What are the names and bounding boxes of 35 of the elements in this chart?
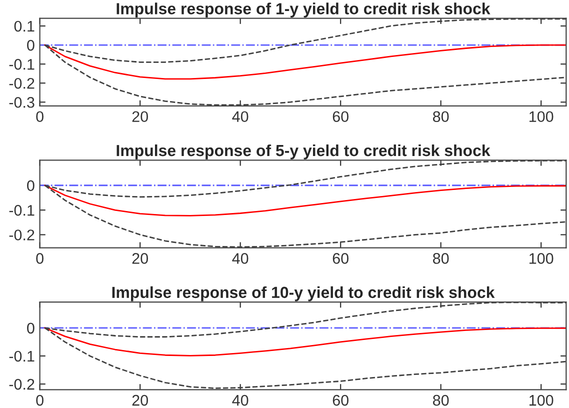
y-tick-label: -0.1 bbox=[9, 204, 34, 216]
x-tick-label: 100 bbox=[530, 111, 554, 122]
y-tick-label: 0 bbox=[27, 322, 34, 334]
x-tick-label: 40 bbox=[232, 111, 248, 122]
x-tick-label: 0 bbox=[36, 253, 44, 264]
x-tick-label: 80 bbox=[433, 394, 449, 406]
x-tick-label: 0 bbox=[36, 111, 44, 122]
x-tick-label: 60 bbox=[332, 394, 348, 406]
y-tick-label: -0.2 bbox=[9, 78, 34, 89]
y-tick-label: 0.1 bbox=[14, 20, 34, 32]
x-tick-label: 80 bbox=[433, 111, 449, 122]
x-tick-label: 60 bbox=[332, 253, 348, 264]
y-tick-label: -0.2 bbox=[9, 230, 34, 240]
x-tick-label: 40 bbox=[232, 253, 248, 264]
y-tick-label: -0.1 bbox=[9, 58, 34, 70]
y-tick-label: -0.3 bbox=[9, 96, 34, 108]
chart-title: Impulse response of 5-y yield to credit risk shock bbox=[116, 144, 490, 160]
y-tick-label: -0.1 bbox=[9, 350, 34, 362]
x-tick-label: 100 bbox=[530, 253, 554, 264]
y-tick-label: 0 bbox=[27, 180, 34, 192]
x-tick-label: 20 bbox=[132, 253, 148, 264]
x-tick-label: 20 bbox=[132, 394, 148, 406]
x-tick-label: 60 bbox=[332, 111, 348, 122]
y-tick-label: -0.2 bbox=[9, 378, 34, 390]
line-series bbox=[44, 44, 566, 80]
x-tick-label: 100 bbox=[530, 394, 554, 406]
line-series bbox=[44, 327, 566, 356]
x-tick-label: 40 bbox=[232, 394, 248, 406]
line-series bbox=[44, 184, 566, 216]
x-tick-label: 80 bbox=[433, 253, 449, 264]
x-tick-label: 0 bbox=[36, 394, 44, 406]
chart-title: Impulse response of 1-y yield to credit risk shock bbox=[116, 2, 490, 18]
x-tick-label: 20 bbox=[132, 111, 148, 122]
y-tick-label: 0 bbox=[27, 40, 34, 51]
chart-title: Impulse response of 10-y yield to credit risk shock bbox=[112, 286, 495, 302]
